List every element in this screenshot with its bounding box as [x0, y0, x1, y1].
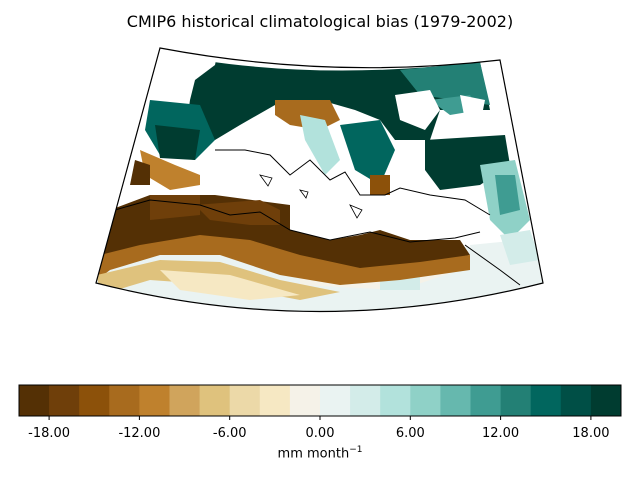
colorbar-cell — [440, 385, 471, 416]
colorbar-cell — [229, 385, 261, 416]
colorbar-cell — [590, 385, 622, 416]
sea-mask-mediterranean — [205, 150, 490, 240]
colorbar-cell — [530, 385, 562, 416]
colorbar-tick-label: -18.00 — [28, 426, 70, 441]
colorbar-cell — [139, 385, 170, 416]
colorbar-cell — [410, 385, 441, 416]
colorbar-tick-label: 12.00 — [482, 426, 519, 441]
colorbar-cell — [380, 385, 411, 416]
colorbar-tick-label: 6.00 — [396, 426, 425, 441]
colorbar-cell — [169, 385, 201, 416]
colorbar-cell — [289, 385, 321, 416]
colorbar-label: mm month−1 — [277, 445, 363, 462]
map-boundary — [95, 47, 544, 313]
coastline — [114, 149, 521, 286]
colorbar-tick-label: 0.00 — [306, 426, 335, 441]
colorbar-cell — [49, 385, 80, 416]
colorbar-cell — [470, 385, 502, 416]
colorbar-tick-label: -12.00 — [118, 426, 160, 441]
colorbar-cell — [199, 385, 231, 416]
colorbar-cell — [19, 385, 50, 416]
colorbar-cell — [500, 385, 532, 416]
colorbar-cell — [79, 385, 110, 416]
colorbar-cell — [560, 385, 592, 416]
colorbar-tick-label: -6.00 — [213, 426, 247, 441]
colorbar-cell — [109, 385, 140, 416]
colorbar-cell — [350, 385, 381, 416]
map-title: CMIP6 historical climatological bias (19… — [126, 12, 514, 31]
colorbar-cell — [320, 385, 351, 416]
colorbar-cell — [259, 385, 291, 416]
colorbar-tick-label: 18.00 — [572, 426, 609, 441]
